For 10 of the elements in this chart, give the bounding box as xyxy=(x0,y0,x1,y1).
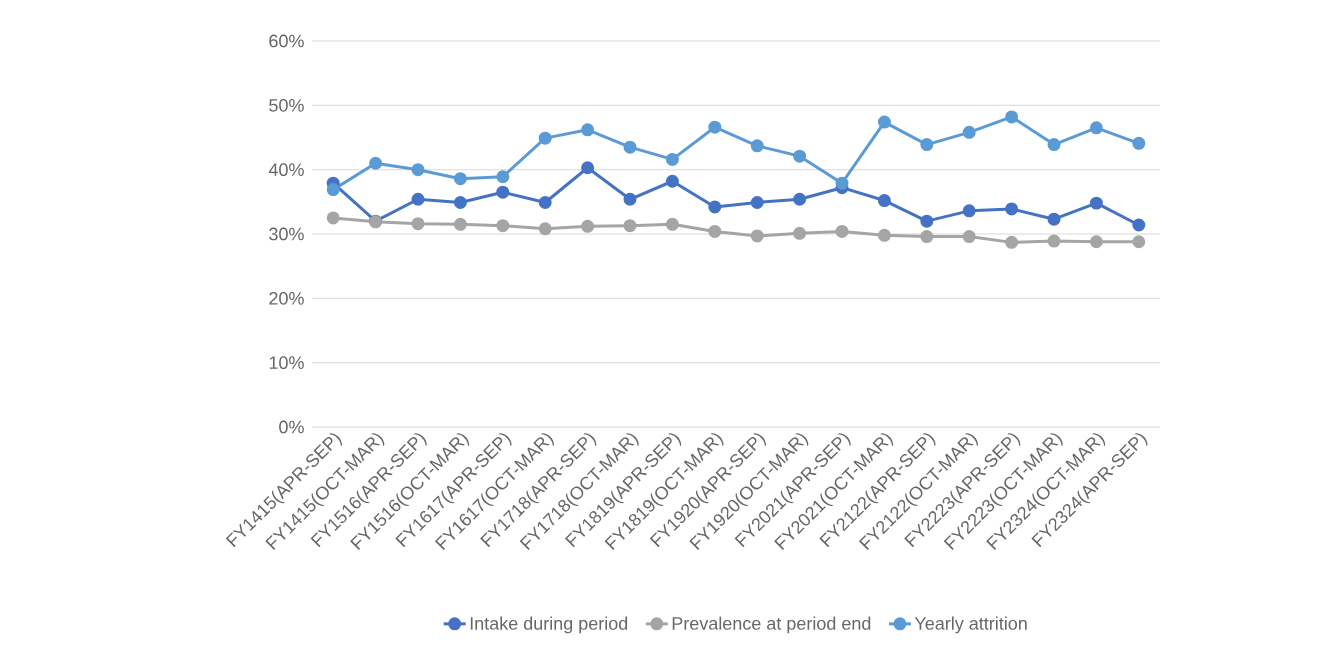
y-tick-label: 10% xyxy=(269,356,304,370)
y-tick-label: 30% xyxy=(269,227,304,241)
y-tick-label: 20% xyxy=(269,291,304,305)
y-tick-label: 40% xyxy=(268,163,304,177)
y-tick-label: 50% xyxy=(269,98,304,112)
legend-label: Intake during period xyxy=(470,616,628,634)
y-tick-label: 60% xyxy=(269,34,304,48)
y-tick-label: 0% xyxy=(279,420,304,434)
legend-label: Prevalence at period end xyxy=(672,616,871,634)
legend-label: Yearly attrition xyxy=(914,616,1027,634)
